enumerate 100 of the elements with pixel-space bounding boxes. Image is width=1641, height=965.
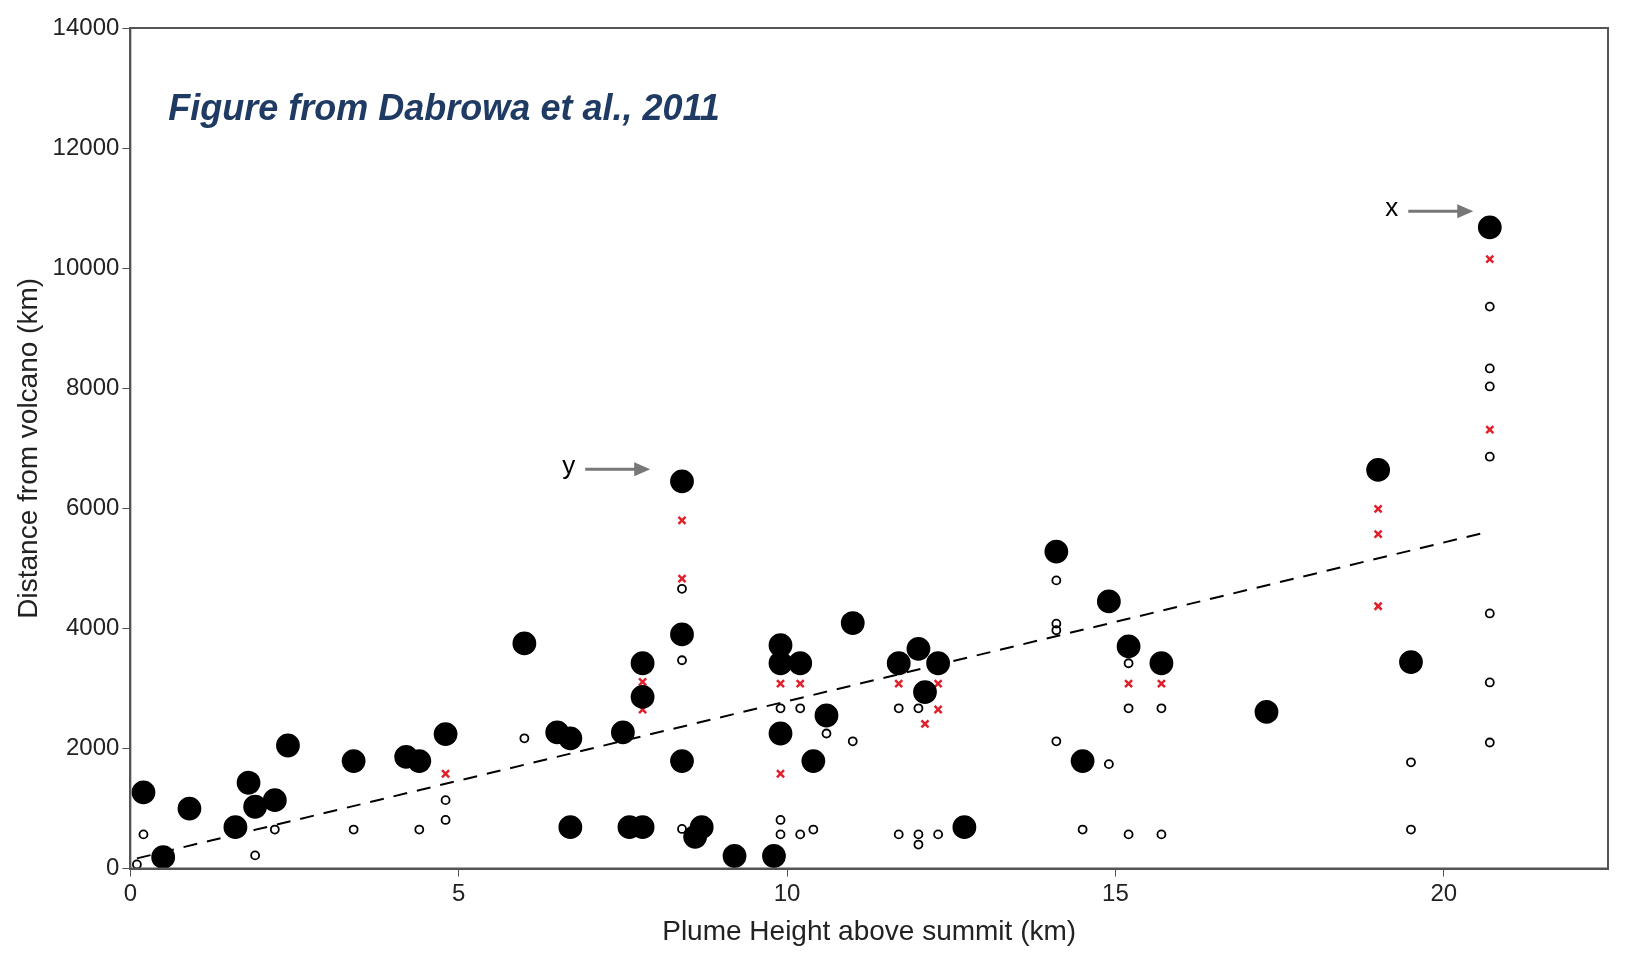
point [768, 651, 793, 676]
point [920, 719, 930, 729]
point [1484, 363, 1495, 374]
point [768, 721, 793, 746]
point [1373, 529, 1383, 539]
point [1051, 618, 1062, 629]
point [1116, 634, 1141, 659]
point [1373, 504, 1383, 514]
point [677, 515, 687, 526]
point [1123, 678, 1134, 689]
point [775, 768, 786, 779]
point [795, 703, 806, 714]
point [913, 829, 924, 840]
point [341, 749, 366, 774]
point [1484, 737, 1495, 748]
point [1103, 759, 1114, 770]
point [1077, 824, 1088, 835]
point [1051, 736, 1062, 747]
point [558, 726, 583, 751]
point [893, 703, 904, 714]
y-axis-title: Distance from volcano (km) [11, 277, 43, 619]
point [795, 678, 805, 689]
annotation: x [1385, 192, 1399, 223]
point [1254, 699, 1279, 724]
point [236, 770, 261, 795]
point [440, 815, 451, 825]
point [132, 859, 142, 869]
point [677, 573, 687, 584]
point [1051, 625, 1062, 636]
point [801, 749, 826, 774]
point [933, 678, 943, 689]
point [689, 815, 714, 840]
point [440, 768, 451, 779]
point [670, 622, 694, 647]
point [893, 829, 904, 840]
point [223, 815, 248, 840]
point [913, 703, 924, 714]
point [1484, 608, 1495, 619]
point [788, 651, 813, 676]
point [276, 733, 300, 758]
point [1399, 650, 1423, 674]
point [243, 794, 268, 819]
point [440, 795, 451, 806]
point [906, 636, 931, 661]
point [131, 780, 156, 805]
point [762, 844, 786, 868]
point [670, 749, 694, 774]
point [610, 720, 635, 745]
y-tick-label: 10000 [52, 252, 120, 280]
point [1484, 301, 1495, 312]
point [1484, 451, 1495, 462]
annotation: Figure from Dabrowa et al., 2011 [168, 86, 720, 128]
x-tick-label: 20 [1430, 878, 1458, 906]
point [893, 678, 904, 689]
y-tick-label: 4000 [65, 613, 120, 641]
point [677, 583, 687, 594]
point [1366, 458, 1391, 482]
point [1477, 215, 1502, 240]
y-tick-label: 14000 [52, 12, 120, 40]
point [821, 728, 832, 739]
y-tick-label: 8000 [65, 372, 120, 400]
point [1485, 254, 1495, 264]
y-tick-label: 0 [105, 853, 120, 881]
point [775, 815, 786, 825]
point [1044, 539, 1069, 564]
point [269, 824, 280, 835]
point [775, 829, 786, 840]
point [250, 850, 261, 861]
x-tick-label: 15 [1102, 878, 1129, 906]
y-tick-label: 12000 [52, 132, 120, 160]
point [1484, 677, 1495, 688]
point [151, 845, 176, 869]
point [847, 736, 858, 747]
point [814, 703, 839, 728]
point [512, 631, 537, 656]
point [1406, 757, 1416, 768]
point [840, 611, 865, 635]
point [1484, 381, 1495, 392]
x-tick-label: 5 [452, 878, 466, 906]
point [886, 651, 911, 676]
point [1485, 424, 1495, 435]
point [933, 829, 944, 840]
point [670, 469, 694, 494]
point [630, 651, 655, 676]
point [630, 684, 655, 709]
x-tick-label: 10 [773, 878, 801, 906]
annotation: y [562, 450, 576, 481]
point [775, 678, 786, 689]
point [926, 651, 951, 676]
point [677, 655, 687, 666]
point [1070, 749, 1095, 774]
point [1123, 658, 1134, 669]
point [1156, 678, 1167, 689]
point [952, 815, 977, 840]
point [177, 796, 202, 821]
y-tick-label: 2000 [65, 733, 120, 761]
point [433, 722, 458, 746]
point [138, 829, 149, 840]
x-axis-title: Plume Height above summit (km) [662, 914, 1077, 946]
point [913, 680, 937, 704]
